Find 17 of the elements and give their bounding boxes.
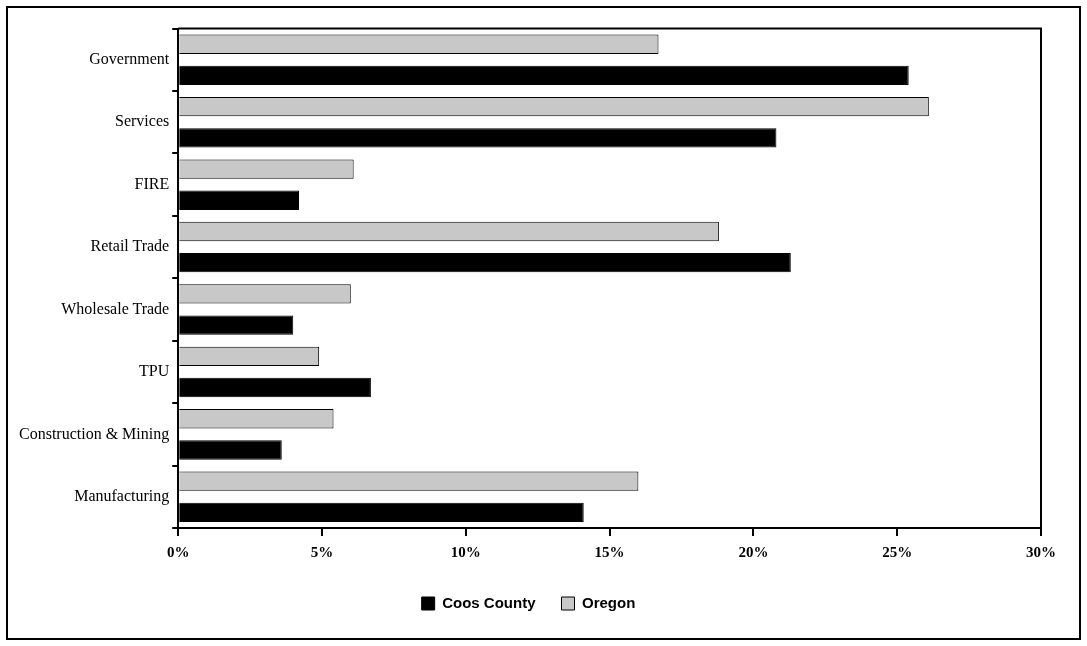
x-tick-label: 15% [594,543,625,560]
x-tick-label: 30% [1026,543,1056,560]
y-tick-label: TPU [138,362,170,380]
legend-label: Oregon [582,593,636,611]
y-tick-label: Retail Trade [90,237,170,255]
x-tick-label: 5% [310,543,334,560]
x-tick-label: 0% [166,543,190,560]
y-tick-label: Manufacturing [74,486,170,505]
y-tick-label: Services [115,112,170,130]
y-tick-label: Government [89,50,170,68]
legend-label: Coos County [442,593,537,611]
x-tick-label: 25% [882,543,913,560]
x-tick-label: 20% [738,543,769,560]
x-tick-label: 10% [450,543,481,560]
y-tick-label: FIRE [134,174,170,192]
y-tick-label: Wholesale Trade [61,299,170,317]
y-tick-label: Construction & Mining [18,424,170,443]
